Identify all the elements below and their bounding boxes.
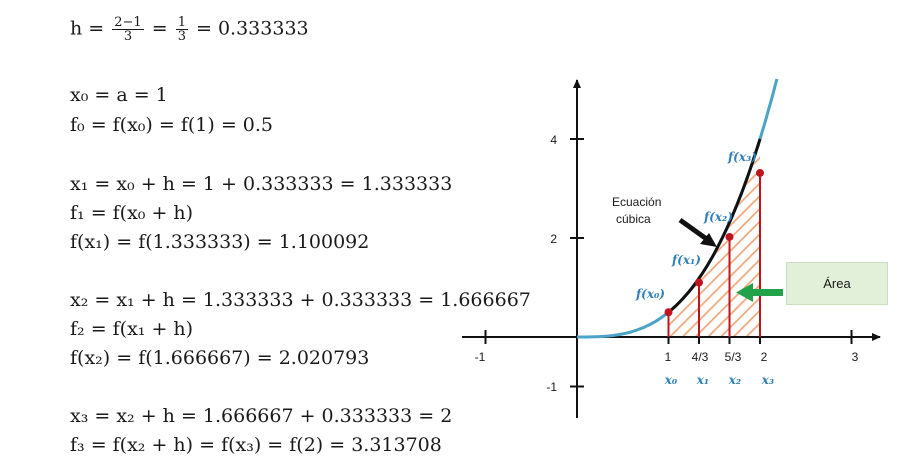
annotation-arrows [678, 217, 783, 302]
area-label: Área [823, 276, 851, 291]
h-result: = 0.333333 [189, 17, 309, 40]
fx-label-1: f(x₁) [671, 253, 701, 267]
y-tick-label-neg1: -1 [546, 380, 557, 394]
x-tick-label-3: 3 [852, 350, 859, 364]
node-point-0 [664, 308, 673, 317]
axes [462, 79, 881, 418]
fx-label-3: f(x₃) [727, 150, 757, 164]
eq-fx1: f(x₁) = f(1.333333) = 1.100092 [70, 231, 370, 253]
x-tick-label-5-3: 5/3 [725, 350, 742, 364]
h-lhs: h = [70, 17, 111, 40]
curve-segment-x0-x3 [667, 138, 762, 314]
h-fraction-1: 2−1 3 [112, 15, 144, 44]
node-point-1 [695, 278, 703, 287]
labels: -1 1 4/3 5/3 2 3 4 2 -1 x₀ x₁ x₂ x₃ f(x₀… [475, 133, 859, 394]
eq-x0: x₀ = a = 1 [70, 84, 168, 106]
node-label-x3: x₃ [761, 373, 774, 387]
hatched-area [668, 139, 760, 337]
eq-x1: x₁ = x₀ + h = 1 + 0.333333 = 1.333333 [70, 173, 453, 195]
curve-note-arrow-head [700, 233, 717, 247]
fx-label-2: f(x₂) [703, 210, 733, 224]
fx-label-0: f(x₀) [635, 287, 665, 301]
eq-f0: f₀ = f(x₀) = f(1) = 0.5 [70, 114, 273, 136]
node-label-x1: x₁ [696, 373, 709, 387]
hatched-area-fill [668, 139, 760, 337]
area-arrow-head [736, 283, 753, 302]
node-label-x0: x₀ [664, 373, 678, 387]
node-point-3 [756, 168, 764, 177]
curve-note-line2: cúbica [616, 212, 651, 226]
x-tick-label-2: 2 [761, 350, 768, 364]
node-point-2 [725, 232, 734, 241]
h-frac2-denominator: 3 [177, 29, 186, 44]
eq-f3: f₃ = f(x₂ + h) = f(x₃) = f(2) = 3.313708 [70, 434, 442, 456]
eq-x3: x₃ = x₂ + h = 1.666667 + 0.333333 = 2 [70, 405, 453, 427]
node-label-x2: x₂ [728, 373, 741, 387]
ordinate-lines [667, 172, 761, 337]
h-frac2-numerator: 1 [175, 15, 188, 30]
area-arrow-shaft [752, 289, 783, 296]
node-points [664, 168, 764, 317]
x-tick-label-neg1: -1 [475, 350, 486, 364]
curve-layer [577, 78, 779, 339]
y-tick-label-4: 4 [550, 133, 557, 147]
area-label-box: Área [786, 262, 888, 305]
x-tick-label-1: 1 [665, 350, 672, 364]
h-eq1: = [145, 17, 174, 40]
x-tick-label-4-3: 4/3 [692, 350, 709, 364]
y-tick-label-2: 2 [550, 232, 557, 246]
eq-f1: f₁ = f(x₀ + h) [70, 202, 194, 224]
eq-f2: f₂ = f(x₁ + h) [70, 318, 194, 340]
h-frac1-numerator: 2−1 [112, 15, 144, 30]
curve-note-arrow-shaft [678, 217, 710, 243]
curve-note-line1: Ecuación [612, 195, 661, 209]
h-frac1-denominator: 3 [123, 29, 133, 44]
eq-fx2: f(x₂) = f(1.666667) = 2.020793 [70, 347, 370, 369]
eq-x2: x₂ = x₁ + h = 1.333333 + 0.333333 = 1.66… [70, 289, 531, 311]
